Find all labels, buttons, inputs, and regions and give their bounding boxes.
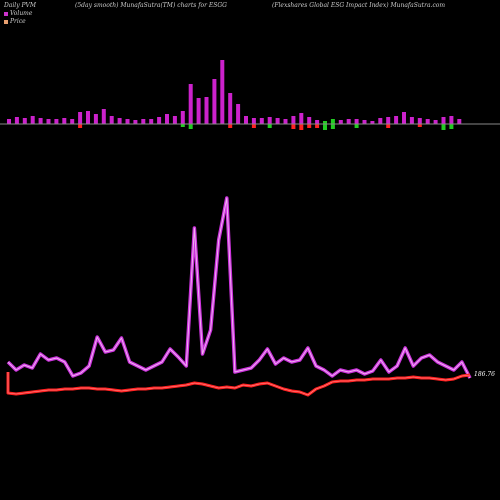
legend-price: Price [4, 18, 26, 25]
volume-bar [402, 112, 406, 124]
volume-bar [125, 119, 130, 124]
volume-bar [196, 98, 201, 124]
volume-bar [307, 117, 312, 124]
volume-down-bar [299, 124, 304, 130]
volume-bar [338, 120, 343, 124]
volume-bar [425, 119, 430, 124]
volume-down-bar [291, 124, 296, 129]
volume-down-bar [441, 124, 446, 130]
volume-bar [362, 120, 367, 124]
volume-down-bar [315, 124, 320, 128]
volume-bar [228, 93, 233, 124]
volume-bar [14, 117, 19, 124]
volume-bar [62, 118, 67, 124]
volume-down-bar [330, 124, 335, 129]
header-center: (5day smooth) MunafaSutra(TM) charts for… [75, 2, 227, 9]
volume-bar [275, 118, 280, 124]
volume-bar [251, 118, 256, 124]
legend-volume-label: Volume [10, 10, 33, 17]
volume-bar [30, 116, 35, 124]
volume-down-bar [78, 124, 83, 128]
legend-volume: Volume [4, 10, 32, 17]
volume-bar [291, 116, 296, 124]
volume-down-bar [386, 124, 391, 128]
volume-bar [157, 117, 162, 124]
volume-bar [323, 121, 327, 124]
volume-bar [441, 117, 446, 124]
volume-bar [165, 114, 169, 124]
volume-bar [394, 116, 399, 124]
legend-volume-swatch [4, 11, 8, 16]
volume-bar [133, 120, 138, 124]
volume-bar [22, 118, 27, 124]
volume-bar [220, 60, 225, 124]
volume-bar [212, 79, 217, 124]
volume-bar [109, 116, 114, 124]
volume-down-bar [180, 124, 185, 127]
volume-bar [267, 117, 272, 124]
volume-bar [101, 109, 106, 124]
volume-bar [299, 113, 304, 124]
volume-bar [188, 84, 193, 124]
volume-down-bar [323, 124, 327, 130]
volume-bar [141, 119, 146, 124]
volume-line [7, 197, 471, 379]
volume-bar [180, 111, 185, 124]
volume-down-bar [228, 124, 233, 128]
volume-bar [46, 119, 51, 124]
volume-down-bar [188, 124, 193, 129]
volume-bar [330, 119, 335, 124]
volume-bar [457, 119, 462, 124]
volume-down-bar [354, 124, 359, 128]
volume-bar [78, 112, 83, 124]
volume-bar [70, 119, 75, 124]
volume-bar [244, 116, 248, 124]
volume-bar [38, 118, 43, 124]
volume-down-bar [267, 124, 272, 128]
price-line-highlight [7, 372, 471, 396]
volume-bar [149, 119, 154, 124]
volume-bar [433, 120, 438, 124]
volume-bar [354, 119, 359, 124]
volume-bar [315, 120, 320, 124]
volume-down-bar [449, 124, 454, 129]
legend-price-swatch [4, 19, 8, 24]
volume-down-bar [307, 124, 312, 128]
volume-bar [386, 117, 391, 124]
volume-bar [449, 116, 454, 124]
volume-down-bar [417, 124, 422, 127]
volume-bar [117, 118, 122, 124]
header-right: (Flexshares Global ESG Impact Index) Mun… [272, 2, 446, 9]
volume-bar [204, 97, 209, 124]
volume-bar [370, 121, 375, 124]
volume-bar [417, 118, 422, 124]
volume-bar [172, 116, 177, 124]
volume-bar [93, 114, 98, 124]
volume-bar [54, 119, 59, 124]
volume-bar [378, 118, 383, 124]
volume-bar [86, 111, 90, 124]
header-left: Daily PVM [4, 2, 37, 9]
volume-bar [7, 119, 11, 124]
volume-bar [259, 118, 264, 124]
volume-bar [236, 104, 241, 124]
price-value-label: 186.76 [474, 371, 495, 378]
volume-line-glow [6, 196, 472, 379]
legend-price-label: Price [10, 18, 26, 25]
volume-bar [346, 119, 351, 124]
volume-down-bar [251, 124, 256, 128]
volume-bar [283, 119, 288, 124]
volume-bar [409, 117, 414, 124]
